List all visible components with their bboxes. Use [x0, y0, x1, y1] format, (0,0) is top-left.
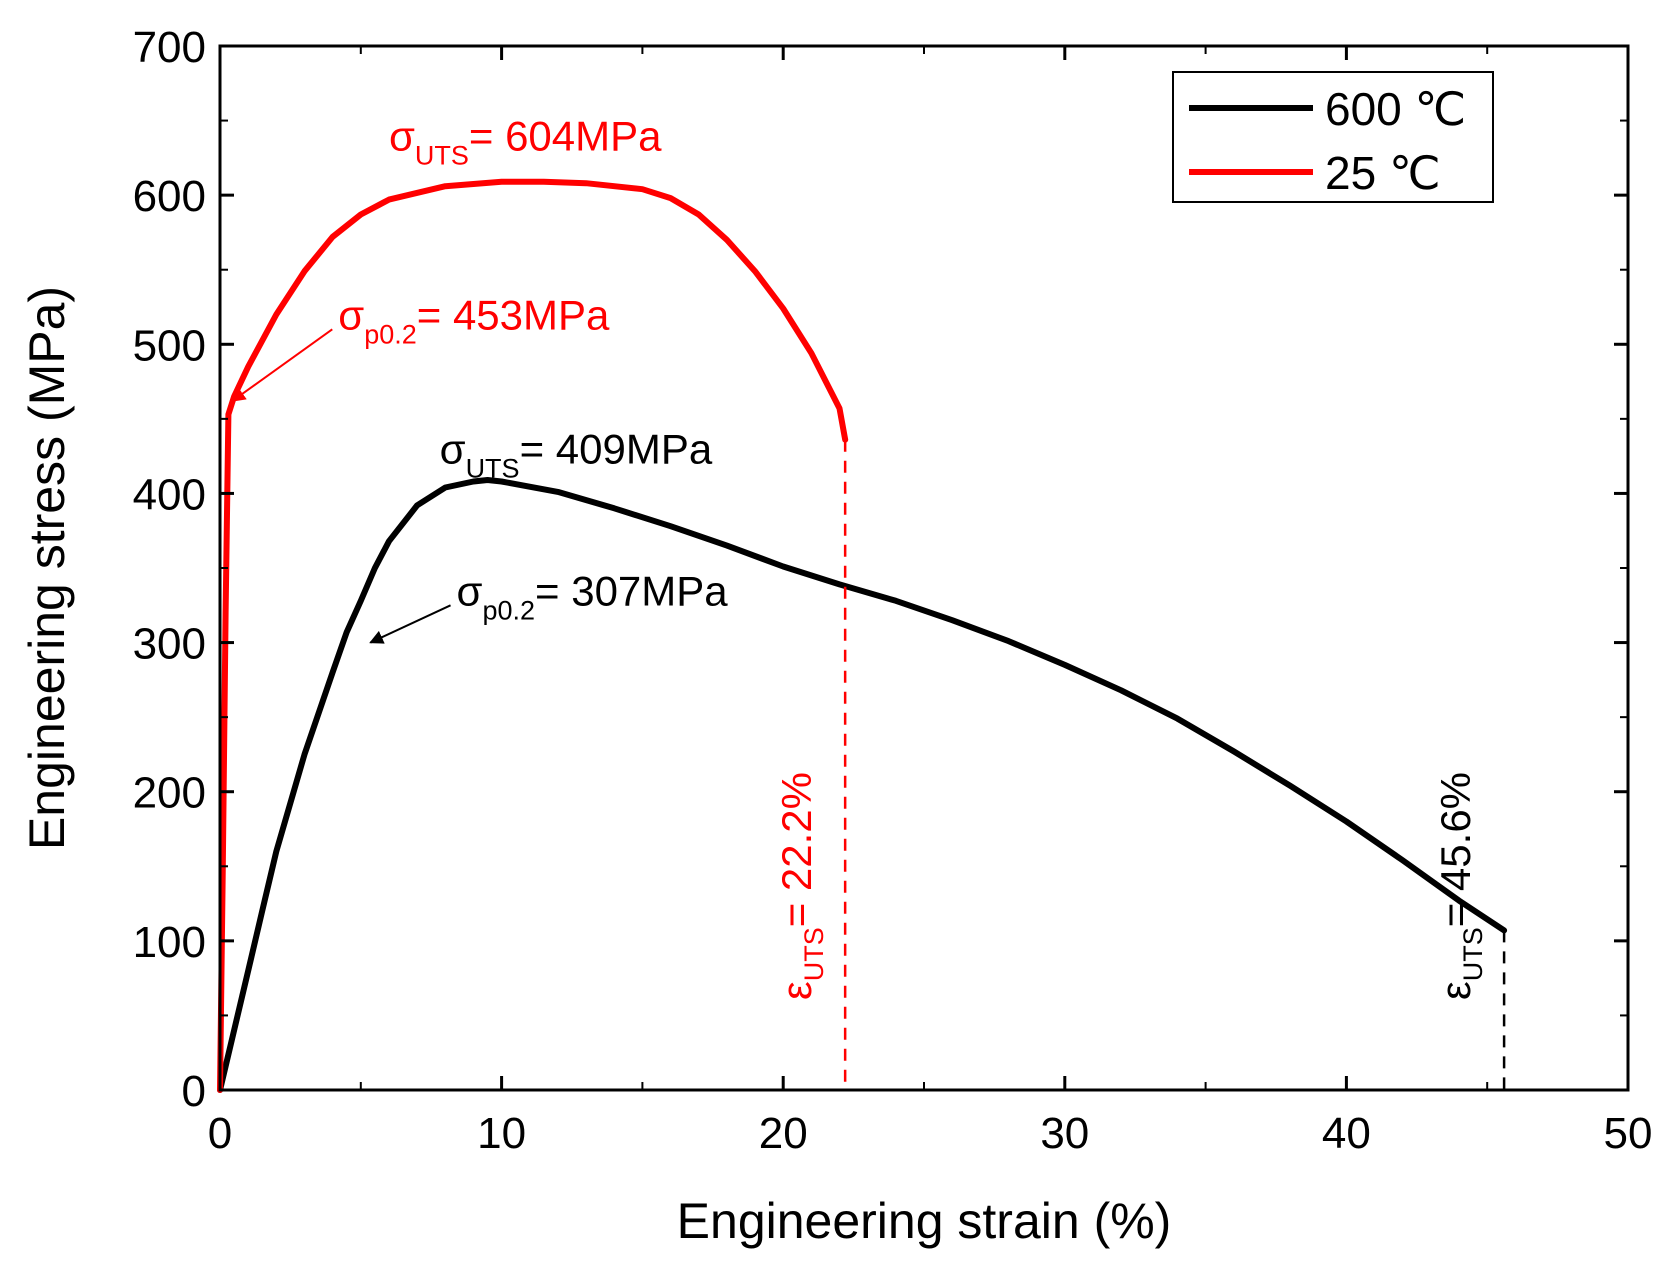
label-value: = 307MPa [535, 567, 728, 614]
label-subscript: UTS [1458, 927, 1488, 981]
y-tick-label: 600 [133, 172, 206, 221]
label-subscript: p0.2 [364, 319, 417, 349]
x-tick-label: 0 [208, 1109, 232, 1158]
x-tick-label: 50 [1604, 1109, 1653, 1158]
label-value: = 409MPa [520, 426, 713, 473]
label-subscript: UTS [415, 140, 469, 170]
annotation-label: σUTS= 409MPa [440, 426, 713, 484]
y-tick-label: 200 [133, 769, 206, 818]
annotation-label: σp0.2= 307MPa [457, 567, 729, 625]
label-base: σ [389, 112, 415, 159]
label-subscript: p0.2 [482, 595, 535, 625]
annotation-label: σUTS= 604MPa [389, 112, 662, 170]
label-base: σ [440, 426, 466, 473]
label-base: σ [457, 567, 483, 614]
label-base: ε [773, 981, 820, 1000]
x-axis-title: Engineering strain (%) [677, 1193, 1172, 1249]
x-tick-label: 40 [1322, 1109, 1371, 1158]
label-subscript: UTS [799, 927, 829, 981]
legend-label-600C: 600 ℃ [1325, 83, 1466, 135]
strain-markers-layer: εUTS= 22.2%εUTS= 45.6% [773, 439, 1506, 1090]
y-tick-label: 500 [133, 321, 206, 370]
label-base: σ [338, 291, 364, 338]
label-value: = 604MPa [469, 112, 662, 159]
x-tick-label: 10 [477, 1109, 526, 1158]
legend-box [1172, 71, 1494, 203]
label-value: = 45.6% [1432, 772, 1479, 927]
label-base: ε [1432, 981, 1479, 1000]
curves-layer [217, 178, 1508, 1093]
annotation-arrow [231, 328, 333, 402]
annotation-label: σp0.2= 453MPa [338, 291, 610, 349]
y-tick-label: 400 [133, 470, 206, 519]
label-value: = 22.2% [773, 772, 820, 927]
x-tick-label: 30 [1040, 1109, 1089, 1158]
x-tick-label: 20 [759, 1109, 808, 1158]
y-tick-label: 0 [182, 1067, 206, 1116]
legend: 600 ℃ 25 ℃ [1172, 71, 1494, 203]
label-value: = 453MPa [417, 291, 610, 338]
y-tick-label: 300 [133, 620, 206, 669]
y-tick-label: 700 [133, 23, 206, 72]
label-subscript: UTS [466, 454, 520, 484]
annotation-arrow [369, 604, 451, 644]
fracture-strain-label: εUTS= 22.2% [773, 772, 829, 1000]
y-tick-label: 100 [133, 918, 206, 967]
fracture-strain-label: εUTS= 45.6% [1432, 772, 1488, 1000]
y-axis-title: Engineering stress (MPa) [19, 286, 75, 850]
series-line-0 [217, 477, 1508, 1093]
legend-label-25C: 25 ℃ [1325, 147, 1441, 199]
